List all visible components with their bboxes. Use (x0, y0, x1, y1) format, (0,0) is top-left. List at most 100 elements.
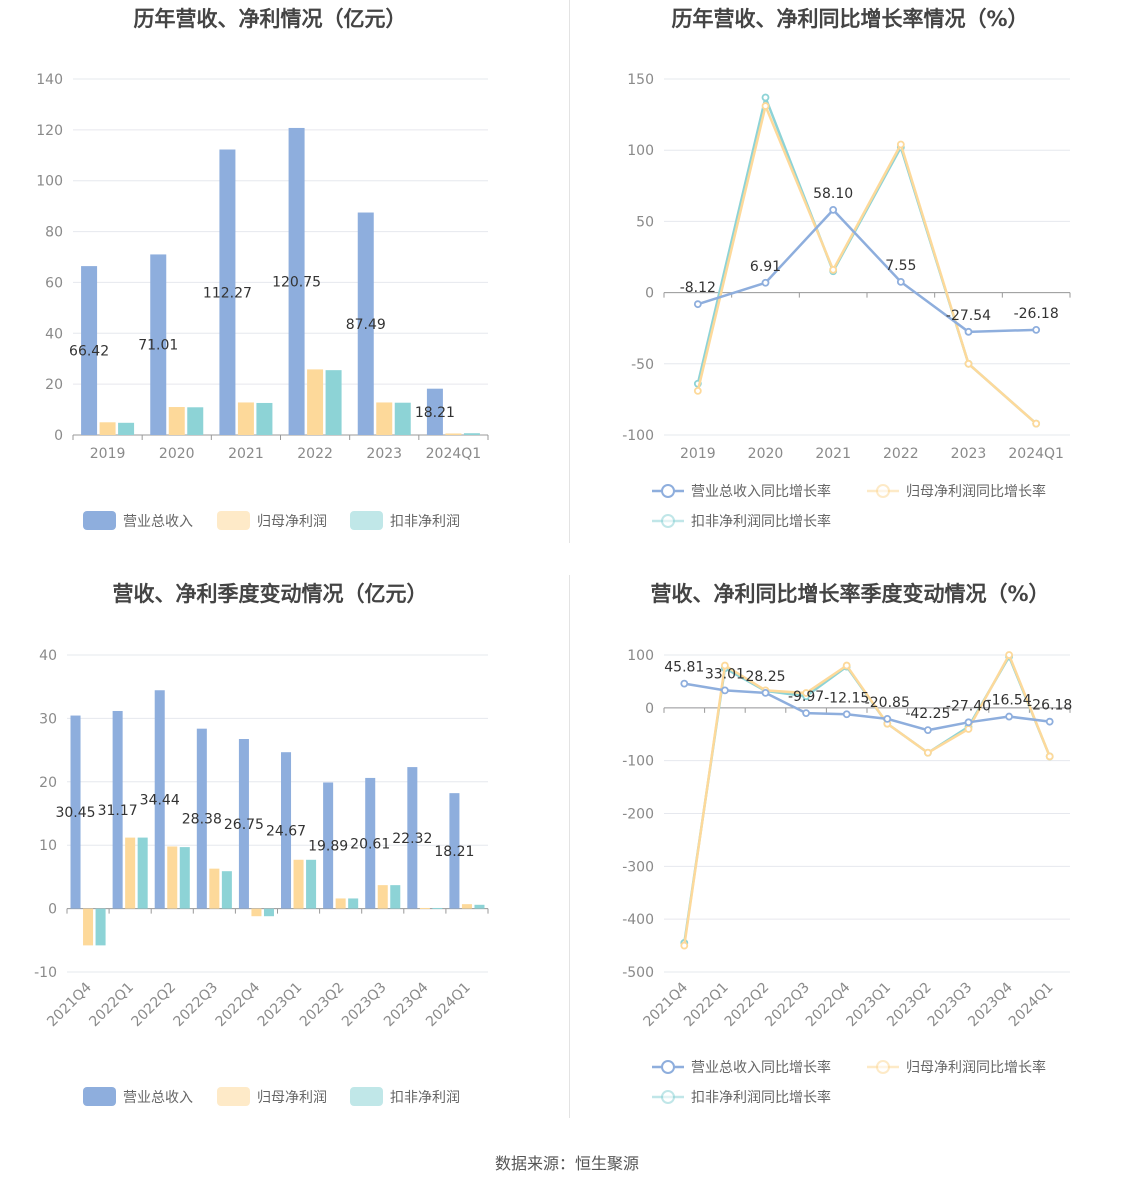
bar-0 (81, 266, 98, 435)
panel-divider-bottom (569, 575, 570, 1118)
x-tick-label: 2023Q3 (339, 980, 390, 1031)
series-point-1 (1045, 752, 1054, 761)
bar-2 (432, 907, 443, 909)
series-point-0 (720, 686, 729, 695)
line-data-label: -16.54 (987, 693, 1032, 709)
bar-1 (99, 422, 116, 435)
bar-data-label: 22.32 (392, 831, 432, 847)
series-point-0 (842, 710, 851, 719)
x-tick-label: 2020 (748, 446, 784, 462)
x-tick-label: 2020 (159, 446, 195, 462)
bar-1 (209, 868, 220, 909)
legend-marker-1 (876, 1060, 890, 1074)
y-tick-label: 50 (636, 214, 654, 230)
bar-0 (196, 728, 207, 909)
series-line-2 (696, 93, 1037, 425)
y-tick-label: 20 (45, 377, 63, 393)
x-tick-label: 2021 (228, 446, 264, 462)
line-data-label: 33.01 (705, 666, 745, 682)
series-point-0 (1045, 717, 1054, 726)
y-tick-label: -500 (622, 965, 654, 981)
legend-marker-0 (661, 484, 675, 498)
bar-0 (154, 690, 165, 909)
data-source-note: 数据来源：恒生聚源 (494, 1154, 639, 1173)
y-tick-label: 40 (39, 648, 57, 664)
bar-2 (394, 402, 411, 435)
y-tick-label: 0 (645, 701, 654, 717)
series-point-1 (1005, 651, 1014, 659)
series-point-1 (829, 265, 838, 274)
bar-0 (219, 149, 236, 435)
panel-divider-top (569, 0, 570, 543)
y-tick-label: 30 (39, 711, 57, 727)
legend-label: 营业总收入同比增长率 (691, 483, 831, 500)
annual-amount-chart: 历年营收、净利情况（亿元） 0 20 40 60 80 100 120 140 2019 2020 2… (0, 0, 567, 575)
bar-1 (419, 907, 430, 909)
bar-data-label: 120.75 (272, 274, 321, 290)
x-tick-label: 2021 (815, 446, 851, 462)
series-point-0 (802, 709, 811, 718)
bar-1 (335, 898, 346, 909)
bar-2 (463, 433, 480, 435)
legend-swatch-0 (83, 511, 116, 530)
bar-0 (150, 254, 167, 435)
legend-label: 营业总收入同比增长率 (691, 1059, 831, 1076)
series-point-1 (693, 386, 702, 395)
y-tick-label: 0 (48, 902, 57, 918)
series-point-0 (1032, 325, 1041, 334)
annual-growth-chart: 历年营收、净利同比增长率情况（%） -100 -50 0 50 100 150 2019 202… (567, 0, 1134, 575)
legend-marker-2 (661, 1090, 675, 1104)
bar-data-label: 87.49 (346, 317, 386, 333)
bar-0 (449, 793, 460, 909)
series-point-0 (964, 327, 973, 336)
series-point-0 (761, 278, 770, 287)
x-tick-label: 2019 (680, 446, 716, 462)
bar-0 (288, 127, 305, 435)
quarterly-growth-chart: 营收、净利同比增长率季度变动情况（%） -500 -400 -300 -200 -100 0… (567, 575, 1134, 1150)
bar-data-label: 112.27 (203, 285, 252, 301)
legend-marker-1 (876, 484, 890, 498)
y-tick-label: 0 (54, 428, 63, 444)
bar-1 (251, 908, 262, 917)
bar-data-label: 34.44 (140, 792, 180, 808)
x-tick-label: 2023Q4 (381, 979, 432, 1030)
y-tick-label: -300 (622, 859, 654, 875)
legend-label: 归母净利润同比增长率 (906, 483, 1046, 500)
y-tick-label: 0 (645, 286, 654, 302)
bar-0 (70, 715, 81, 909)
series-point-1 (1032, 419, 1041, 428)
bar-0 (407, 767, 418, 909)
legend-label: 扣非净利润 (390, 514, 460, 530)
legend-label: 扣非净利润同比增长率 (691, 1089, 831, 1106)
series-point-1 (964, 359, 973, 368)
y-tick-label: 140 (36, 72, 63, 88)
series-point-2 (761, 93, 770, 102)
series-point-0 (923, 726, 932, 735)
bar-1 (83, 908, 94, 946)
legend-swatch-1 (217, 511, 250, 530)
y-tick-label: 60 (45, 275, 63, 291)
bar-0 (112, 710, 123, 909)
bar-1 (168, 407, 185, 435)
bar-data-label: 18.21 (434, 844, 474, 860)
series-point-1 (896, 140, 905, 149)
bar-0 (357, 212, 374, 435)
y-tick-label: 100 (627, 648, 654, 664)
series-point-1 (720, 661, 729, 670)
y-tick-label: -100 (622, 428, 654, 444)
line-data-label: 58.10 (813, 186, 853, 202)
x-tick-label: 2024Q1 (426, 446, 482, 462)
chart-title: 历年营收、净利同比增长率情况（%） (671, 7, 1028, 31)
bar-1 (237, 402, 254, 435)
series-line-0 (684, 682, 1050, 732)
bar-2 (187, 407, 204, 435)
legend-label: 归母净利润 (257, 513, 327, 530)
y-tick-label: -400 (622, 912, 654, 928)
legend-label: 营业总收入 (123, 514, 193, 530)
y-tick-label: 100 (627, 143, 654, 159)
legend-swatch-1 (217, 1087, 250, 1106)
x-tick-label: 2024Q1 (1008, 446, 1064, 462)
bar-2 (306, 859, 317, 909)
series-point-1 (964, 725, 973, 733)
legend-label: 归母净利润同比增长率 (906, 1059, 1046, 1076)
